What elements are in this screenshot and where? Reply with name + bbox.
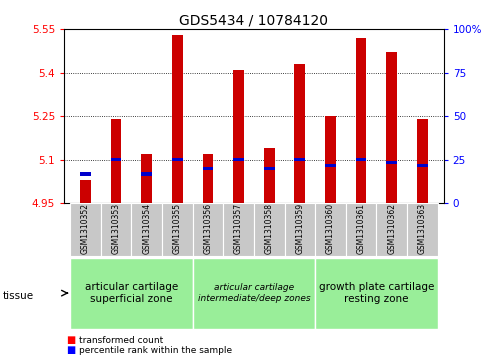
- Bar: [264, 148, 275, 203]
- Text: GSM1310353: GSM1310353: [111, 203, 121, 254]
- Text: percentile rank within the sample: percentile rank within the sample: [79, 346, 232, 355]
- Text: transformed count: transformed count: [79, 336, 163, 345]
- Text: GSM1310363: GSM1310363: [418, 203, 427, 254]
- Bar: [294, 158, 305, 162]
- Bar: [223, 203, 254, 256]
- Bar: [111, 158, 121, 162]
- Bar: [387, 161, 397, 164]
- Bar: [80, 172, 91, 176]
- Title: GDS5434 / 10784120: GDS5434 / 10784120: [179, 14, 328, 28]
- Bar: [203, 167, 213, 170]
- Text: GSM1310357: GSM1310357: [234, 203, 243, 254]
- Text: GSM1310361: GSM1310361: [356, 203, 365, 254]
- Bar: [264, 167, 275, 170]
- Bar: [162, 203, 193, 256]
- Bar: [376, 203, 407, 256]
- Bar: [233, 158, 244, 162]
- Bar: [254, 203, 284, 256]
- Text: articular cartilage
intermediate/deep zones: articular cartilage intermediate/deep zo…: [198, 284, 310, 303]
- Bar: [233, 70, 244, 203]
- Bar: [346, 203, 376, 256]
- Bar: [193, 258, 315, 329]
- Bar: [407, 203, 438, 256]
- Text: GSM1310359: GSM1310359: [295, 203, 304, 254]
- Bar: [325, 164, 336, 167]
- Bar: [111, 119, 121, 203]
- Bar: [193, 203, 223, 256]
- Bar: [315, 203, 346, 256]
- Bar: [172, 158, 183, 162]
- Text: growth plate cartilage
resting zone: growth plate cartilage resting zone: [318, 282, 434, 304]
- Bar: [355, 38, 366, 203]
- Bar: [325, 116, 336, 203]
- Text: GSM1310360: GSM1310360: [326, 203, 335, 254]
- Bar: [203, 154, 213, 203]
- Bar: [70, 203, 101, 256]
- Text: GSM1310356: GSM1310356: [204, 203, 212, 254]
- Bar: [80, 180, 91, 203]
- Text: articular cartilage
superficial zone: articular cartilage superficial zone: [85, 282, 178, 304]
- Bar: [417, 164, 427, 167]
- Text: GSM1310362: GSM1310362: [387, 203, 396, 254]
- Text: GSM1310354: GSM1310354: [142, 203, 151, 254]
- Bar: [141, 172, 152, 176]
- Bar: [387, 52, 397, 203]
- Text: ■: ■: [67, 345, 76, 355]
- Bar: [315, 258, 438, 329]
- Text: GSM1310358: GSM1310358: [265, 203, 274, 254]
- Bar: [355, 158, 366, 162]
- Text: GSM1310355: GSM1310355: [173, 203, 182, 254]
- Bar: [141, 154, 152, 203]
- Text: GSM1310352: GSM1310352: [81, 203, 90, 254]
- Text: ■: ■: [67, 335, 76, 346]
- Bar: [284, 203, 315, 256]
- Bar: [101, 203, 132, 256]
- Bar: [294, 64, 305, 203]
- Bar: [132, 203, 162, 256]
- Bar: [172, 35, 183, 203]
- Bar: [70, 258, 193, 329]
- Text: tissue: tissue: [2, 291, 34, 301]
- Bar: [417, 119, 427, 203]
